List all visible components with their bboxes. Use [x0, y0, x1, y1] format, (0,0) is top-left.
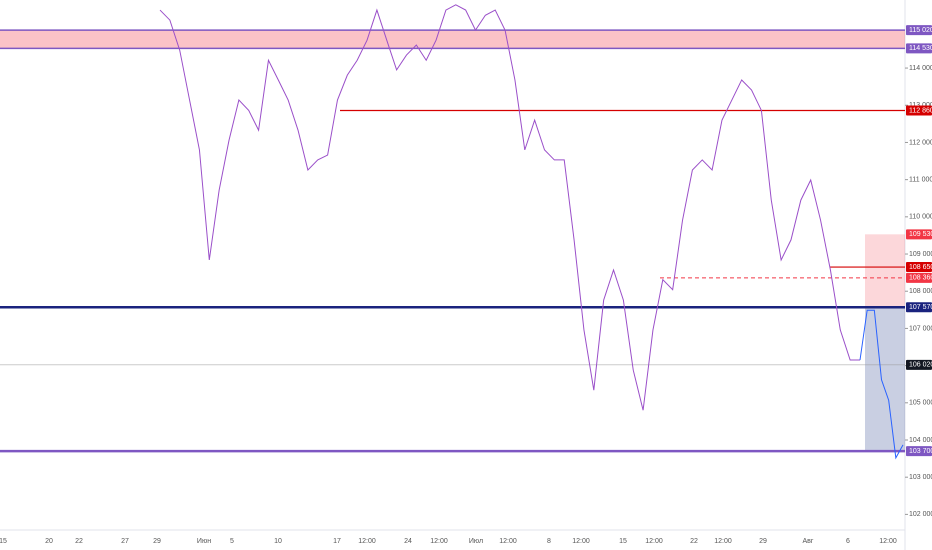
price-tag-label: 106 020 — [909, 362, 932, 369]
y-tick-label: 104 000 — [909, 437, 932, 444]
price-tag — [906, 43, 932, 54]
x-tick-label: 12:00 — [879, 538, 897, 545]
price-tag — [906, 302, 932, 313]
x-tick-label: 12:00 — [645, 538, 663, 545]
x-tick-label: 12:00 — [714, 538, 732, 545]
y-tick-label: 102 000 — [909, 511, 932, 518]
y-tick-label: 111 000 — [909, 176, 932, 183]
x-tick-label: 5 — [230, 538, 234, 545]
price-line — [159, 4, 860, 411]
x-tick-label: Июн — [197, 538, 211, 545]
x-tick-label: 12:00 — [499, 538, 517, 545]
x-tick-label: 10 — [274, 538, 282, 545]
price-tag-label: 108 360 — [909, 275, 932, 282]
zone — [0, 30, 905, 49]
price-tag-label: 107 570 — [909, 304, 932, 311]
y-tick-label: 112 000 — [909, 139, 932, 146]
price-tag-label: 103 700 — [909, 448, 932, 455]
y-tick-label: 110 000 — [909, 214, 932, 221]
x-tick-label: 12:00 — [572, 538, 590, 545]
x-tick-label: 29 — [153, 538, 161, 545]
price-tag — [906, 446, 932, 457]
price-tag-label: 114 530 — [909, 45, 932, 52]
x-tick-label: 12:00 — [358, 538, 376, 545]
y-tick-label: 108 000 — [909, 288, 932, 295]
x-tick-label: 24 — [404, 538, 412, 545]
price-tag-label: 115 020 — [909, 27, 932, 34]
zone — [865, 234, 905, 308]
y-tick-label: 114 000 — [909, 65, 932, 72]
price-tag — [906, 25, 932, 36]
x-tick-label: Июл — [469, 538, 483, 545]
x-tick-label: 17 — [333, 538, 341, 545]
price-tag — [906, 105, 932, 116]
x-tick-label: 15 — [0, 538, 7, 545]
price-tag-label: 108 650 — [909, 264, 932, 271]
price-line — [859, 309, 904, 460]
price-tag — [906, 229, 932, 240]
price-tag-label: 112 860 — [909, 107, 932, 114]
price-tag — [906, 359, 932, 370]
x-tick-label: 22 — [75, 538, 83, 545]
x-tick-label: 27 — [121, 538, 129, 545]
price-tag-label: 109 530 — [909, 231, 932, 238]
x-tick-label: 12:00 — [430, 538, 448, 545]
price-tag — [906, 272, 932, 283]
price-tag — [906, 262, 932, 273]
x-tick-label: 20 — [45, 538, 53, 545]
x-tick-label: 29 — [759, 538, 767, 545]
x-tick-label: 6 — [846, 538, 850, 545]
y-tick-label: 105 000 — [909, 400, 932, 407]
x-tick-label: Авг — [803, 538, 814, 545]
x-tick-label: 15 — [619, 538, 627, 545]
y-tick-label: 107 000 — [909, 325, 932, 332]
y-tick-label: 109 000 — [909, 251, 932, 258]
x-tick-label: 8 — [547, 538, 551, 545]
zone — [865, 307, 905, 452]
x-tick-label: 22 — [690, 538, 698, 545]
y-tick-label: 103 000 — [909, 474, 932, 481]
